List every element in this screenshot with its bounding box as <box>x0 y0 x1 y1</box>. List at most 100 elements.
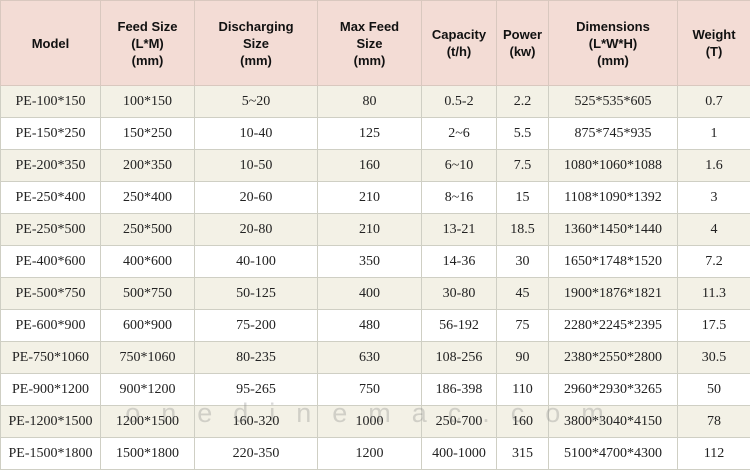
cell-model: PE-750*1060 <box>1 342 101 374</box>
cell-capacity: 6~10 <box>422 150 497 182</box>
cell-power: 45 <box>497 278 549 310</box>
cell-weight: 50 <box>678 374 750 406</box>
cell-feed-size: 400*600 <box>101 246 195 278</box>
cell-power: 90 <box>497 342 549 374</box>
cell-dimensions: 1360*1450*1440 <box>549 214 678 246</box>
cell-capacity: 186-398 <box>422 374 497 406</box>
cell-capacity: 108-256 <box>422 342 497 374</box>
cell-dimensions: 875*745*935 <box>549 118 678 150</box>
cell-weight: 17.5 <box>678 310 750 342</box>
cell-discharging-size: 40-100 <box>195 246 318 278</box>
cell-model: PE-500*750 <box>1 278 101 310</box>
cell-feed-size: 200*350 <box>101 150 195 182</box>
cell-dimensions: 5100*4700*4300 <box>549 438 678 470</box>
cell-model: PE-1200*1500 <box>1 406 101 438</box>
cell-model: PE-250*500 <box>1 214 101 246</box>
header-dimensions: Dimensions(L*W*H)(mm) <box>549 1 678 86</box>
cell-weight: 11.3 <box>678 278 750 310</box>
cell-weight: 4 <box>678 214 750 246</box>
cell-max-feed-size: 1000 <box>318 406 422 438</box>
cell-model: PE-400*600 <box>1 246 101 278</box>
cell-feed-size: 1200*1500 <box>101 406 195 438</box>
cell-feed-size: 900*1200 <box>101 374 195 406</box>
cell-capacity: 250-700 <box>422 406 497 438</box>
cell-power: 110 <box>497 374 549 406</box>
cell-dimensions: 2960*2930*3265 <box>549 374 678 406</box>
cell-capacity: 400-1000 <box>422 438 497 470</box>
cell-power: 18.5 <box>497 214 549 246</box>
cell-power: 7.5 <box>497 150 549 182</box>
cell-max-feed-size: 210 <box>318 214 422 246</box>
cell-power: 160 <box>497 406 549 438</box>
cell-max-feed-size: 480 <box>318 310 422 342</box>
cell-dimensions: 2380*2550*2800 <box>549 342 678 374</box>
cell-capacity: 13-21 <box>422 214 497 246</box>
cell-model: PE-900*1200 <box>1 374 101 406</box>
cell-feed-size: 750*1060 <box>101 342 195 374</box>
cell-discharging-size: 10-50 <box>195 150 318 182</box>
header-power: Power(kw) <box>497 1 549 86</box>
cell-feed-size: 100*150 <box>101 86 195 118</box>
header-model: Model <box>1 1 101 86</box>
cell-feed-size: 250*400 <box>101 182 195 214</box>
cell-power: 15 <box>497 182 549 214</box>
cell-capacity: 56-192 <box>422 310 497 342</box>
cell-weight: 1.6 <box>678 150 750 182</box>
cell-dimensions: 1108*1090*1392 <box>549 182 678 214</box>
cell-max-feed-size: 630 <box>318 342 422 374</box>
cell-discharging-size: 75-200 <box>195 310 318 342</box>
cell-max-feed-size: 750 <box>318 374 422 406</box>
cell-dimensions: 1900*1876*1821 <box>549 278 678 310</box>
cell-max-feed-size: 1200 <box>318 438 422 470</box>
cell-discharging-size: 50-125 <box>195 278 318 310</box>
cell-max-feed-size: 350 <box>318 246 422 278</box>
cell-weight: 30.5 <box>678 342 750 374</box>
cell-discharging-size: 95-265 <box>195 374 318 406</box>
cell-dimensions: 1080*1060*1088 <box>549 150 678 182</box>
cell-power: 5.5 <box>497 118 549 150</box>
header-feed-size: Feed Size(L*M)(mm) <box>101 1 195 86</box>
cell-max-feed-size: 210 <box>318 182 422 214</box>
cell-discharging-size: 10-40 <box>195 118 318 150</box>
cell-weight: 0.7 <box>678 86 750 118</box>
cell-power: 315 <box>497 438 549 470</box>
cell-model: PE-250*400 <box>1 182 101 214</box>
cell-capacity: 14-36 <box>422 246 497 278</box>
header-weight: Weight(T) <box>678 1 750 86</box>
cell-feed-size: 150*250 <box>101 118 195 150</box>
cell-weight: 3 <box>678 182 750 214</box>
cell-feed-size: 600*900 <box>101 310 195 342</box>
cell-model: PE-200*350 <box>1 150 101 182</box>
cell-feed-size: 1500*1800 <box>101 438 195 470</box>
cell-model: PE-1500*1800 <box>1 438 101 470</box>
cell-discharging-size: 20-80 <box>195 214 318 246</box>
cell-dimensions: 525*535*605 <box>549 86 678 118</box>
cell-discharging-size: 80-235 <box>195 342 318 374</box>
cell-dimensions: 2280*2245*2395 <box>549 310 678 342</box>
cell-discharging-size: 160-320 <box>195 406 318 438</box>
cell-max-feed-size: 80 <box>318 86 422 118</box>
cell-max-feed-size: 400 <box>318 278 422 310</box>
cell-model: PE-600*900 <box>1 310 101 342</box>
cell-capacity: 2~6 <box>422 118 497 150</box>
cell-max-feed-size: 125 <box>318 118 422 150</box>
cell-discharging-size: 20-60 <box>195 182 318 214</box>
cell-discharging-size: 5~20 <box>195 86 318 118</box>
cell-weight: 112 <box>678 438 750 470</box>
cell-feed-size: 500*750 <box>101 278 195 310</box>
cell-capacity: 30-80 <box>422 278 497 310</box>
cell-discharging-size: 220-350 <box>195 438 318 470</box>
